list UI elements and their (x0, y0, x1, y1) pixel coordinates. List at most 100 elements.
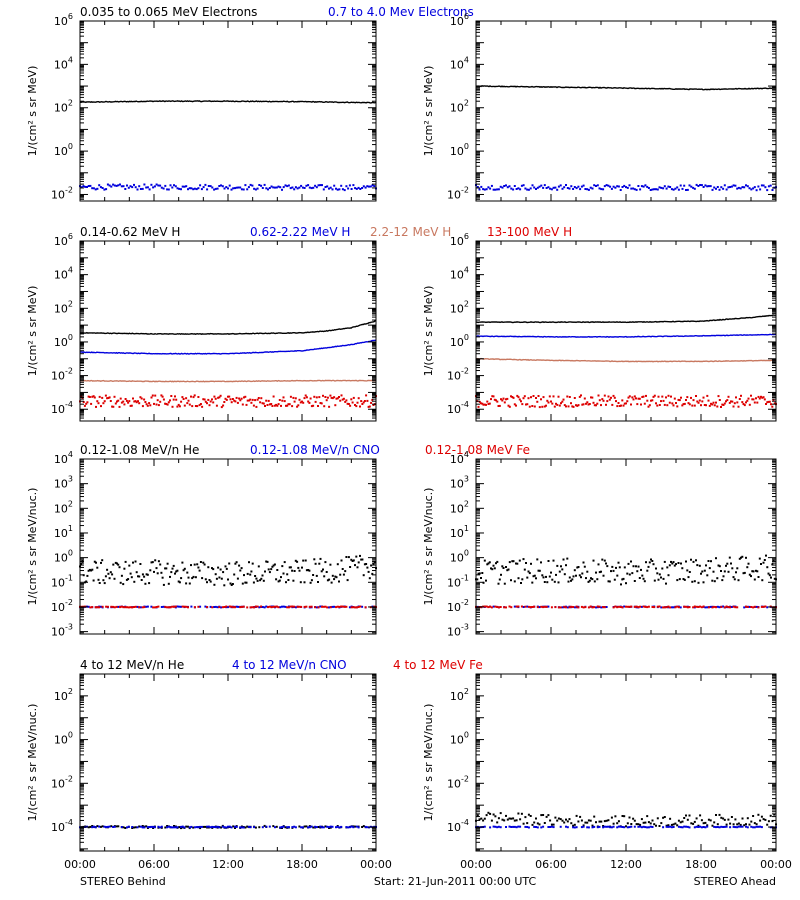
data-point (143, 398, 146, 401)
data-point (171, 826, 174, 829)
data-point (320, 570, 323, 573)
data-point (699, 814, 702, 817)
data-point (129, 404, 132, 407)
data-point (582, 606, 585, 609)
data-point (139, 825, 142, 828)
data-point (107, 572, 110, 575)
data-point (169, 826, 172, 829)
y-tick-label: 100 (450, 731, 469, 747)
y-tick-label: 10-4 (447, 818, 469, 834)
data-point (103, 188, 106, 191)
data-point (133, 580, 136, 583)
data-point (105, 188, 108, 191)
data-point (702, 396, 705, 399)
data-point (220, 826, 222, 829)
data-point (756, 401, 759, 404)
data-point (304, 559, 307, 562)
data-point (633, 395, 636, 398)
data-point (573, 823, 576, 826)
data-point (576, 566, 579, 569)
data-point (303, 605, 306, 608)
data-point (701, 400, 704, 403)
data-point (183, 826, 186, 829)
data-point (335, 826, 337, 829)
data-point (516, 562, 519, 565)
data-point (640, 185, 643, 188)
data-point (91, 395, 94, 398)
series-line (475, 357, 777, 363)
data-point (706, 185, 709, 188)
x-tick-label: 06:00 (138, 858, 170, 871)
data-point (730, 816, 733, 818)
data-point (519, 825, 522, 828)
data-point (284, 184, 287, 187)
data-point (82, 401, 85, 403)
data-point (317, 184, 320, 187)
data-point (122, 583, 125, 586)
data-point (530, 562, 532, 565)
data-point (239, 606, 242, 609)
data-point (568, 396, 571, 398)
y-tick-label: 10-4 (51, 818, 73, 834)
data-point (579, 815, 582, 818)
data-point (695, 559, 697, 562)
data-point (209, 185, 212, 188)
data-point (637, 825, 640, 828)
data-point (350, 558, 353, 561)
data-point (253, 606, 256, 609)
data-point (508, 405, 511, 408)
data-point (342, 397, 345, 400)
data-point (223, 826, 226, 829)
data-point (639, 605, 642, 608)
data-point (505, 398, 507, 401)
y-axis-label: 1/(cm² s sr MeV) (422, 66, 435, 157)
data-point (286, 826, 289, 829)
data-point (134, 826, 137, 829)
data-point (227, 187, 229, 190)
data-point (657, 395, 660, 398)
data-point (283, 400, 286, 403)
data-point (188, 582, 191, 585)
data-point (656, 572, 659, 575)
data-point (661, 395, 664, 398)
data-point (672, 188, 675, 191)
data-point (510, 579, 512, 582)
data-point (354, 606, 357, 609)
data-point (717, 395, 720, 398)
data-point (136, 188, 139, 191)
data-point (281, 565, 284, 568)
data-point (98, 582, 101, 584)
data-point (87, 395, 90, 398)
data-point (289, 605, 292, 608)
data-point (532, 575, 535, 578)
data-point (751, 570, 754, 573)
data-point (712, 401, 715, 404)
data-point (771, 563, 774, 566)
data-point (620, 404, 622, 407)
data-point (126, 606, 128, 609)
series-0 (79, 554, 377, 587)
data-point (162, 187, 165, 190)
data-point (538, 406, 541, 409)
data-point (730, 606, 733, 608)
data-point (370, 401, 373, 404)
data-point (489, 187, 492, 190)
data-point (216, 825, 219, 828)
data-point (598, 825, 601, 828)
data-point (203, 398, 206, 401)
data-point (218, 576, 221, 579)
data-point (500, 573, 502, 576)
data-point (278, 579, 281, 582)
legend-entry: 4 to 12 MeV/n He (80, 658, 184, 672)
data-point (732, 405, 735, 408)
data-point (334, 575, 337, 578)
data-point (113, 606, 116, 609)
data-point (729, 606, 732, 609)
data-point (731, 400, 734, 403)
data-point (206, 581, 208, 584)
data-point (584, 821, 587, 824)
data-point (706, 394, 709, 397)
data-point (117, 605, 120, 608)
data-point (586, 570, 589, 573)
data-point (251, 184, 254, 187)
